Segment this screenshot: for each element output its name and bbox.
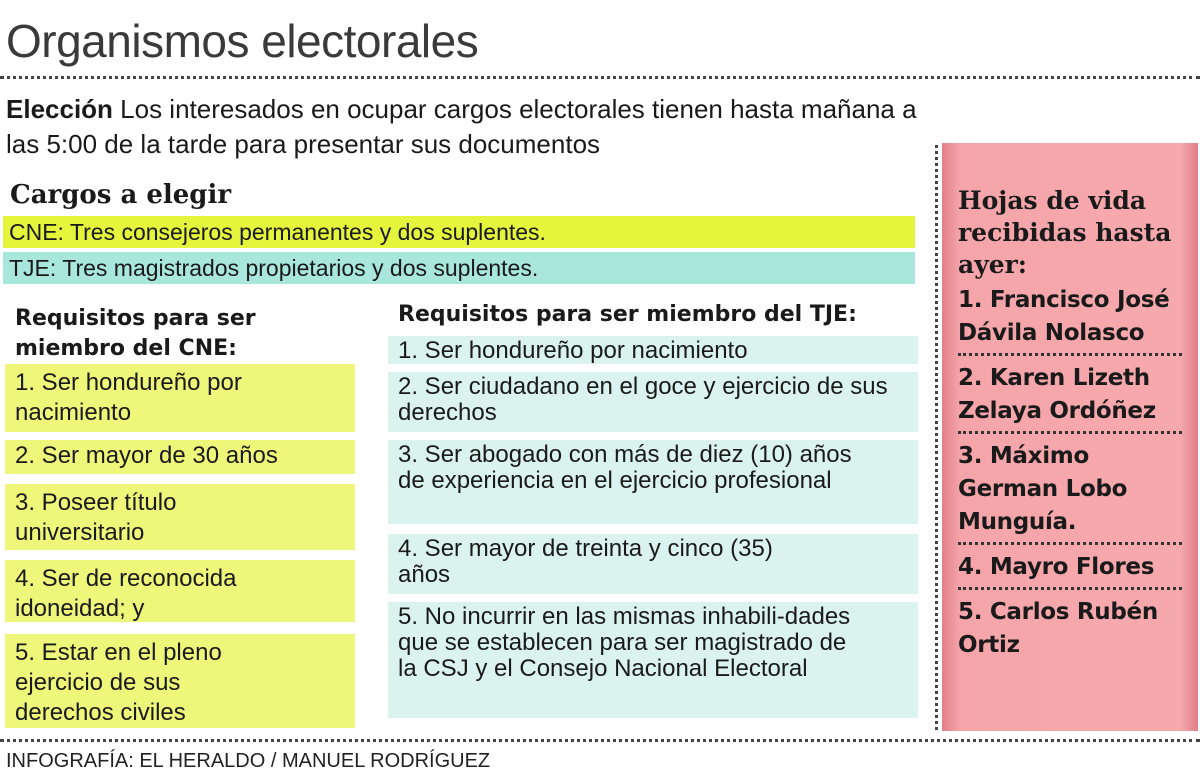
tje-requisito-item: 3. Ser abogado con más de diez (10) años…: [388, 440, 918, 524]
sidebar-divider: [935, 145, 938, 730]
footer-divider: [0, 739, 1200, 742]
tje-requisito-item: 2. Ser ciudadano en el goce y ejercicio …: [388, 372, 918, 432]
cne-item-fill: [225, 484, 355, 550]
hojas-heading: Hojas de vida recibidas hasta ayer:: [958, 186, 1172, 279]
cne-requisito-item: 3. Poseer título universitario: [5, 484, 225, 550]
cne-requisito-item: 1. Ser hondureño por nacimiento: [5, 364, 355, 432]
cne-requisito-item: 2. Ser mayor de 30 años: [5, 440, 355, 474]
cne-item-fill: [305, 560, 355, 622]
tje-cargo-band: TJE: Tres magistrados propietarios y dos…: [3, 252, 915, 284]
cargos-heading: Cargos a elegir: [10, 180, 232, 210]
cne-cargo-band: CNE: Tres consejeros permanentes y dos s…: [3, 216, 915, 248]
candidate-item: 1. Francisco José Dávila Nolasco: [958, 287, 1170, 346]
tje-requisito-item: 5. No incurrir en las mismas inhabili-da…: [388, 602, 918, 718]
candidate-item: 2. Karen Lizeth Zelaya Ordóñez: [958, 353, 1182, 431]
intro-lead: Elección: [6, 94, 113, 124]
cne-requisitos-heading: Requisitos para ser miembro del CNE:: [15, 306, 256, 361]
candidate-item: 4. Mayro Flores: [958, 542, 1182, 587]
tje-requisitos-heading: Requisitos para ser miembro del TJE:: [398, 302, 857, 327]
cne-requisito-item: 4. Ser de reconocida idoneidad; y: [5, 560, 305, 622]
credit-footer: INFOGRAFÍA: EL HERALDO / MANUEL RODRÍGUE…: [6, 750, 491, 772]
hojas-de-vida-panel: Hojas de vida recibidas hasta ayer: 1. F…: [942, 143, 1198, 731]
cne-item-fill: [255, 634, 355, 728]
tje-requisito-item: 4. Ser mayor de treinta y cinco (35) año…: [388, 534, 918, 594]
title-divider: [0, 76, 1200, 79]
page-title: Organismos electorales: [6, 15, 479, 67]
tje-requisito-item: 1. Ser hondureño por nacimiento: [388, 336, 918, 364]
cne-requisito-item: 5. Estar en el pleno ejercicio de sus de…: [5, 634, 255, 728]
intro-body: Los interesados en ocupar cargos elector…: [6, 94, 917, 159]
candidate-item: 3. Máximo German Lobo Munguía.: [958, 431, 1182, 542]
intro-text: Elección Los interesados en ocupar cargo…: [6, 92, 936, 162]
candidate-item: 5. Carlos Rubén Ortiz: [958, 587, 1182, 665]
